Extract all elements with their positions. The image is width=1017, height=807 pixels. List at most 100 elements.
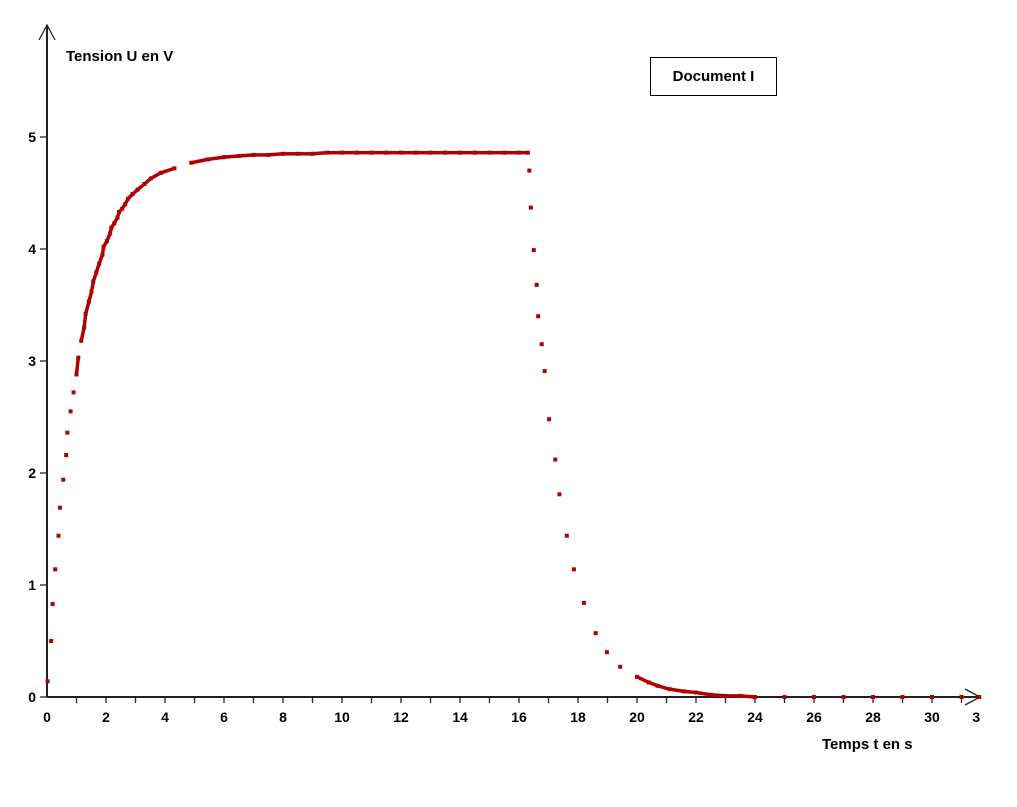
data-point	[571, 567, 576, 572]
data-point	[45, 679, 50, 684]
chart-title: Document I	[672, 68, 755, 85]
data-point	[120, 206, 125, 211]
data-point	[487, 150, 492, 155]
data-point	[172, 166, 177, 171]
axes	[38, 23, 982, 706]
data-point	[142, 182, 147, 187]
data-point	[65, 430, 70, 435]
data-point	[977, 695, 982, 699]
data-point	[56, 533, 61, 538]
data-point	[531, 248, 536, 253]
y-tick-label: 2	[28, 465, 36, 481]
data-point	[604, 650, 609, 655]
y-tick-label: 5	[28, 129, 36, 145]
data-point	[753, 695, 757, 699]
curve-segment	[207, 155, 225, 162]
data-point	[281, 151, 285, 156]
data-point	[89, 289, 94, 294]
curve-segment	[160, 166, 175, 175]
x-tick-label: 8	[279, 709, 287, 725]
y-ticks: 0 1 2 3 4 5	[28, 129, 47, 705]
x-tick-label: 10	[334, 709, 350, 725]
data-point	[94, 270, 99, 275]
data-point	[517, 150, 521, 155]
data-point	[536, 314, 541, 319]
data-point	[553, 457, 558, 462]
data-point	[82, 325, 87, 330]
x-tick-label: 20	[629, 709, 645, 725]
data-point	[694, 690, 698, 695]
data-point	[109, 225, 114, 230]
data-point	[557, 492, 562, 497]
x-tick-label: 18	[570, 709, 586, 725]
data-point	[738, 693, 743, 698]
data-point	[667, 687, 672, 692]
data-point	[222, 155, 226, 160]
data-point	[812, 695, 816, 699]
data-point	[646, 680, 651, 685]
data-point	[900, 695, 905, 699]
data-point	[130, 192, 135, 197]
data-point	[542, 369, 547, 374]
curve-segment	[223, 154, 239, 159]
data-point	[251, 152, 256, 157]
curve-segment	[312, 150, 328, 156]
data-point	[148, 176, 153, 181]
data-point	[83, 311, 88, 316]
data-point	[97, 261, 102, 266]
data-point	[295, 151, 300, 156]
curve-segment	[268, 152, 284, 157]
curve-segment	[74, 357, 81, 375]
data-point	[100, 252, 105, 257]
data-point	[91, 279, 96, 284]
data-point	[236, 154, 241, 159]
data-point	[723, 693, 728, 698]
data-point	[369, 150, 374, 155]
data-point	[189, 160, 194, 165]
data-point	[108, 231, 113, 236]
x-axis-label: Temps t en s	[822, 736, 913, 753]
data-point	[871, 695, 875, 699]
curve-segment	[79, 327, 86, 342]
x-tick-label: 2	[102, 709, 110, 725]
x-ticks: 0 2 4 6 8 10 12 14 16 18 20 22 24 26 28 30 3	[43, 697, 980, 725]
data-point	[135, 187, 140, 192]
x-tick-label: 22	[688, 709, 704, 725]
x-tick-label: 14	[452, 709, 468, 725]
data-point	[593, 631, 598, 636]
data-point	[399, 150, 403, 155]
data-point	[708, 692, 713, 697]
curve-segment	[83, 301, 91, 315]
data-point	[841, 695, 846, 699]
data-point	[79, 338, 84, 343]
x-tick-label: 24	[747, 709, 763, 725]
x-tick-label: 30	[924, 709, 940, 725]
x-tick-label: 16	[511, 709, 527, 725]
data-point	[682, 689, 687, 694]
y-tick-label: 3	[28, 353, 36, 369]
data-point	[782, 695, 787, 699]
data-point	[959, 695, 964, 699]
data-point	[53, 567, 58, 572]
data-point	[266, 152, 271, 157]
data-point	[101, 244, 106, 249]
data-point	[71, 390, 76, 395]
x-tick-label: 3	[972, 709, 980, 725]
chart-title-box: Document I	[650, 57, 777, 96]
data-point	[340, 150, 344, 155]
data-point	[310, 151, 315, 156]
data-point	[539, 342, 544, 347]
y-axis-arrow-icon	[38, 23, 56, 41]
data-point	[443, 150, 448, 155]
data-point	[472, 150, 477, 155]
data-point	[104, 239, 109, 244]
data-point	[527, 168, 532, 173]
data-point	[76, 355, 81, 360]
data-point	[354, 150, 359, 155]
x-tick-label: 12	[393, 709, 409, 725]
data-point	[930, 695, 934, 699]
y-axis-label: Tension U en V	[66, 48, 173, 65]
data-point	[325, 150, 330, 155]
x-tick-label: 4	[161, 709, 169, 725]
data-point	[635, 674, 639, 679]
